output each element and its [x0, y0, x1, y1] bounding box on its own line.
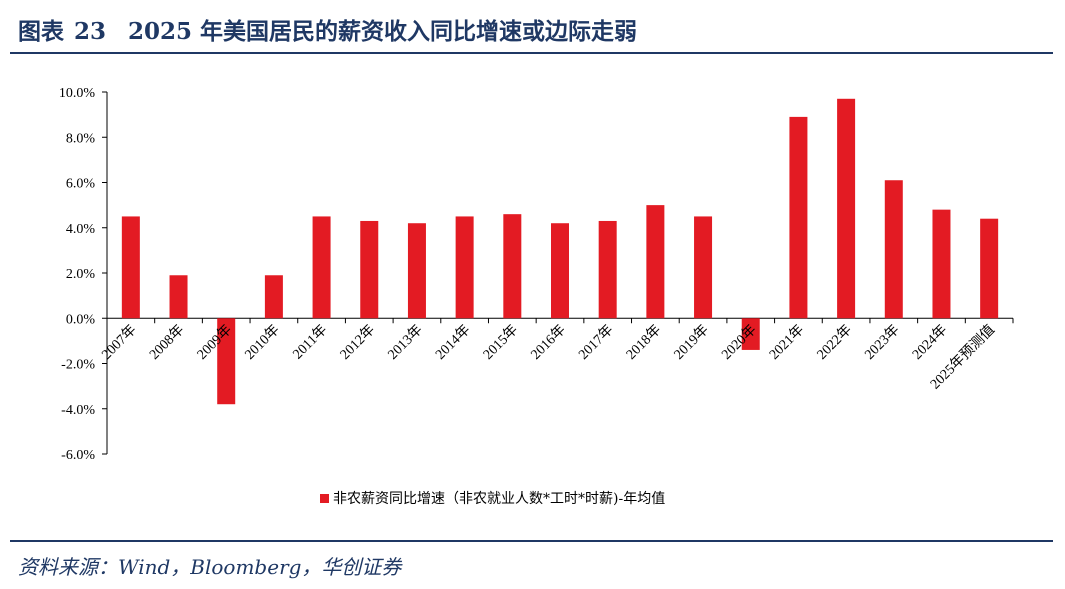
y-tick-label: 8.0% — [66, 131, 96, 146]
y-tick-label: 0.0% — [66, 312, 96, 327]
x-tick-label: 2014年 — [432, 322, 473, 363]
figure-label: 图表 — [18, 18, 64, 45]
x-tick-label: 2023年 — [862, 322, 903, 363]
y-tick-label: -2.0% — [61, 358, 95, 373]
x-tick-label: 2011年 — [290, 322, 331, 363]
x-tick-label: 2022年 — [814, 322, 855, 363]
bar — [646, 205, 665, 319]
x-tick-label: 2024年 — [909, 322, 950, 363]
x-tick-label: 2012年 — [337, 322, 378, 363]
bar — [121, 216, 140, 319]
bar — [264, 275, 283, 319]
figure-title: 图表 23 2025 年美国居民的薪资收入同比增速或边际走弱 — [18, 12, 637, 46]
x-tick-label: 2018年 — [623, 322, 664, 363]
y-tick-label: 6.0% — [66, 177, 96, 192]
bar — [217, 318, 236, 405]
bar — [360, 220, 379, 319]
y-tick-label: 10.0% — [59, 86, 96, 101]
x-tick-label: 2016年 — [528, 322, 569, 363]
y-tick-label: -6.0% — [61, 448, 95, 463]
bar — [932, 209, 951, 319]
bar — [551, 223, 569, 319]
bar — [169, 275, 188, 319]
figure-number: 23 — [74, 18, 107, 45]
chart-bars — [121, 98, 999, 405]
title-rule — [10, 52, 1053, 54]
x-tick-label: 2019年 — [671, 322, 712, 363]
source-rule — [10, 540, 1053, 542]
x-tick-label: 2021年 — [766, 322, 807, 363]
bar — [503, 214, 522, 319]
y-tick-label: 4.0% — [66, 222, 96, 237]
source-note: 资料来源：Wind，Bloomberg，华创证券 — [18, 555, 402, 579]
bar — [837, 98, 856, 319]
bar — [598, 220, 617, 319]
bar — [789, 116, 808, 319]
bar — [884, 180, 903, 319]
legend-swatch — [320, 494, 329, 503]
bar — [312, 216, 331, 319]
figure-title-text: 2025 年美国居民的薪资收入同比增速或边际走弱 — [128, 18, 638, 45]
x-tick-label: 2013年 — [385, 322, 426, 363]
legend-label: 非农薪资同比增速（非农就业人数*工时*时薪)-年均值 — [333, 491, 665, 507]
bar — [407, 223, 426, 319]
bar — [980, 218, 999, 319]
y-tick-label: 2.0% — [66, 267, 96, 282]
x-tick-label: 2015年 — [480, 322, 521, 363]
x-tick-label: 2017年 — [576, 322, 617, 363]
x-tick-label: 2008年 — [146, 322, 187, 363]
bar — [694, 216, 713, 319]
x-tick-label: 2010年 — [242, 322, 283, 363]
chart-legend: 非农薪资同比增速（非农就业人数*工时*时薪)-年均值 — [320, 491, 665, 507]
chart-axes: 10.0% 8.0% 6.0% 4.0% 2.0% 0.0% -2.0% -4.0% -6.0% — [59, 86, 1014, 463]
bar — [741, 318, 760, 350]
bar — [455, 216, 474, 319]
y-tick-label: -4.0% — [61, 403, 95, 418]
x-tick-label: 2007年 — [99, 322, 140, 363]
